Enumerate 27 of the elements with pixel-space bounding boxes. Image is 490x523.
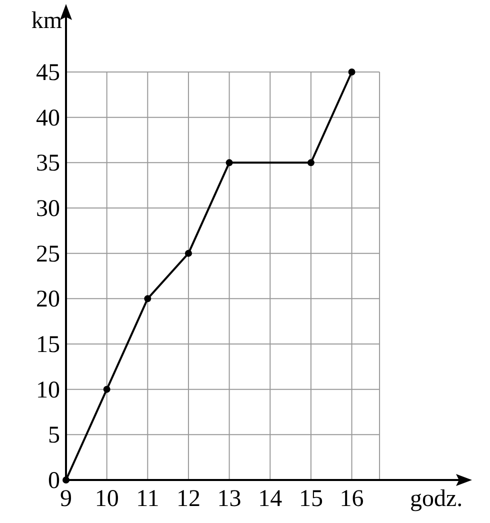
x-tick-label: 15 bbox=[298, 486, 323, 512]
y-tick-label: 30 bbox=[36, 196, 60, 222]
y-tick-label: 25 bbox=[36, 241, 60, 268]
y-tick-label: 0 bbox=[48, 468, 60, 494]
y-tick-label: 20 bbox=[36, 286, 60, 313]
y-tick-label: 15 bbox=[36, 332, 60, 358]
point bbox=[144, 295, 152, 302]
point bbox=[226, 159, 233, 166]
point bbox=[62, 476, 70, 484]
y-axis-title: km bbox=[31, 8, 62, 34]
y-tick-label: 40 bbox=[36, 105, 60, 132]
x-axis-title: godz. bbox=[410, 486, 463, 512]
x-tick-label: 13 bbox=[217, 486, 242, 512]
x-tick-label: 14 bbox=[258, 486, 282, 512]
x-tick-label: 12 bbox=[176, 486, 200, 512]
x-tick-label: 11 bbox=[136, 486, 160, 512]
point bbox=[307, 159, 314, 166]
y-tick-label: 35 bbox=[36, 150, 60, 177]
point bbox=[103, 386, 110, 393]
point bbox=[184, 250, 192, 257]
x-tick-label: 10 bbox=[94, 486, 119, 512]
point bbox=[348, 68, 356, 76]
y-tick-label: 5 bbox=[48, 422, 60, 449]
y-tick-label: 10 bbox=[36, 377, 60, 404]
x-tick-label: 9 bbox=[60, 486, 72, 512]
y-tick-label: 45 bbox=[36, 60, 60, 86]
x-tick-label: 16 bbox=[340, 486, 364, 512]
